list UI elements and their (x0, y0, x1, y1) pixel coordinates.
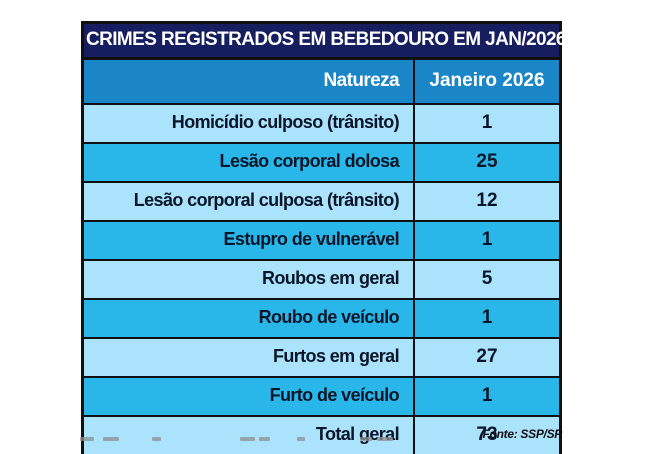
valor-cell: 1 (481, 229, 493, 250)
valor-cell: 27 (476, 346, 498, 367)
valor-cell: 25 (476, 151, 498, 172)
valor-cell: 5 (481, 268, 493, 289)
crime-statistics-table: CRIMES REGISTRADOS EM BEBEDOURO EM JAN/2… (81, 21, 567, 454)
table-row: Lesão corporal culposa (trânsito) 12 (84, 183, 559, 222)
valor-cell: 1 (481, 112, 493, 133)
table-row: Roubo de veículo 1 (84, 300, 559, 339)
column-header-janeiro-2026: Janeiro 2026 (429, 70, 545, 91)
valor-cell: 12 (476, 190, 498, 211)
natureza-cell: Lesão corporal dolosa (84, 144, 415, 181)
valor-cell: 73 (476, 424, 498, 445)
table-title: CRIMES REGISTRADOS EM BEBEDOURO EM JAN/2… (84, 24, 567, 60)
column-header-natureza: Natureza (84, 60, 415, 103)
natureza-cell: Furtos em geral (84, 339, 415, 376)
table-row: Homicídio culposo (trânsito) 1 (84, 105, 559, 144)
natureza-cell: Furto de veículo (84, 378, 415, 415)
table-row: Estupro de vulnerável 1 (84, 222, 559, 261)
natureza-cell: Homicídio culposo (trânsito) (84, 105, 415, 142)
natureza-cell: Estupro de vulnerável (84, 222, 415, 259)
natureza-cell: Roubo de veículo (84, 300, 415, 337)
table-row: Lesão corporal dolosa 25 (84, 144, 559, 183)
valor-cell: 1 (481, 307, 493, 328)
table-header-row: Natureza Janeiro 2026 (84, 60, 559, 105)
table-row-total: Total geral 73 (84, 417, 559, 454)
table-row: Furtos em geral 27 (84, 339, 559, 378)
valor-cell: 1 (481, 385, 493, 406)
table-row: Roubos em geral 5 (84, 261, 559, 300)
table-row: Furto de veículo 1 (84, 378, 559, 417)
natureza-cell: Roubos em geral (84, 261, 415, 298)
natureza-cell: Lesão corporal culposa (trânsito) (84, 183, 415, 220)
source-credit: Fonte: SSP/SP (482, 427, 563, 441)
